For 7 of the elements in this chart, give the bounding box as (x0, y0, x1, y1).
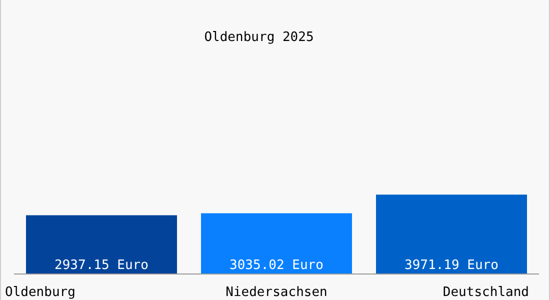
data-label: 3971.19 Euro (404, 258, 498, 273)
x-tick-label: Niedersachsen (226, 285, 328, 300)
data-label: 2937.15 Euro (54, 258, 148, 273)
data-label: 3035.02 Euro (230, 258, 324, 273)
x-tick-label: Oldenburg (5, 285, 76, 300)
x-tick-label: Deutschland (442, 285, 529, 300)
chart-title: Oldenburg 2025 (203, 30, 315, 45)
